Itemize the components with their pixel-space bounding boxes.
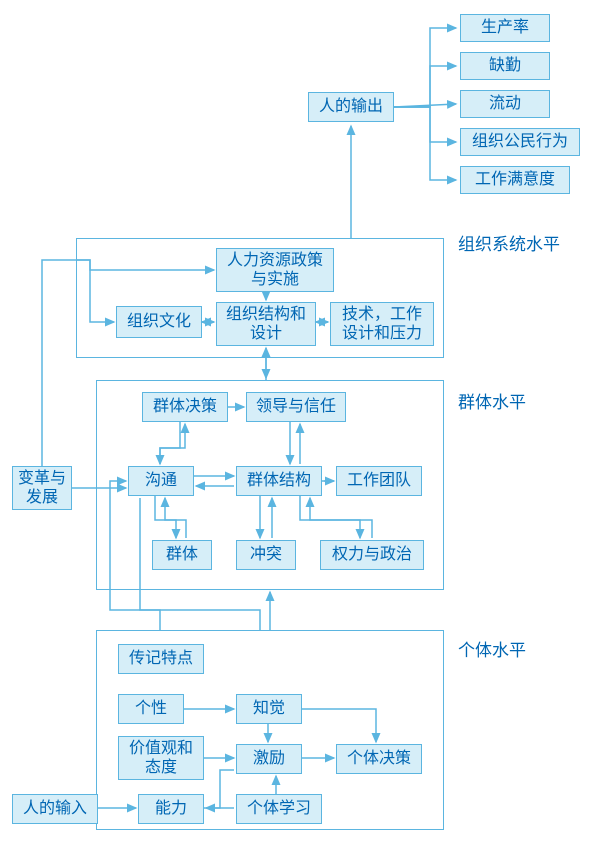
individual-level-label: 个体水平 xyxy=(458,636,526,661)
group-decision-node: 群体决策 xyxy=(142,392,228,422)
communication-node: 沟通 xyxy=(128,466,194,496)
ability-node: 能力 xyxy=(138,794,204,824)
group-structure-node: 群体结构 xyxy=(236,466,322,496)
ind-learning-node: 个体学习 xyxy=(236,794,322,824)
turnover-node: 流动 xyxy=(460,90,550,118)
work-team-node: 工作团队 xyxy=(336,466,422,496)
ind-decision-node: 个体决策 xyxy=(336,744,422,774)
human-output-node: 人的输出 xyxy=(308,92,394,122)
biography-node: 传记特点 xyxy=(118,644,204,674)
tech-work-node: 技术，工作设计和压力 xyxy=(330,302,434,346)
productivity-node: 生产率 xyxy=(460,14,550,42)
org-culture-node: 组织文化 xyxy=(116,306,202,338)
group-node: 群体 xyxy=(152,540,212,570)
job-sat-node: 工作满意度 xyxy=(460,166,570,194)
perception-node: 知觉 xyxy=(236,694,302,724)
group-level-label: 群体水平 xyxy=(458,388,526,413)
change-dev-node: 变革与发展 xyxy=(12,466,72,510)
hr-policy-node: 人力资源政策与实施 xyxy=(216,248,334,292)
values-node: 价值观和态度 xyxy=(118,736,204,780)
org-system-label: 组织系统水平 xyxy=(458,230,560,255)
human-input-node: 人的输入 xyxy=(12,794,98,824)
org-structure-node: 组织结构和设计 xyxy=(216,302,316,346)
absence-node: 缺勤 xyxy=(460,52,550,80)
conflict-node: 冲突 xyxy=(236,540,296,570)
ocb-node: 组织公民行为 xyxy=(460,128,580,156)
personality-node: 个性 xyxy=(118,694,184,724)
power-politics-node: 权力与政治 xyxy=(320,540,424,570)
motivation-node: 激励 xyxy=(236,744,302,774)
leadership-node: 领导与信任 xyxy=(246,392,346,422)
